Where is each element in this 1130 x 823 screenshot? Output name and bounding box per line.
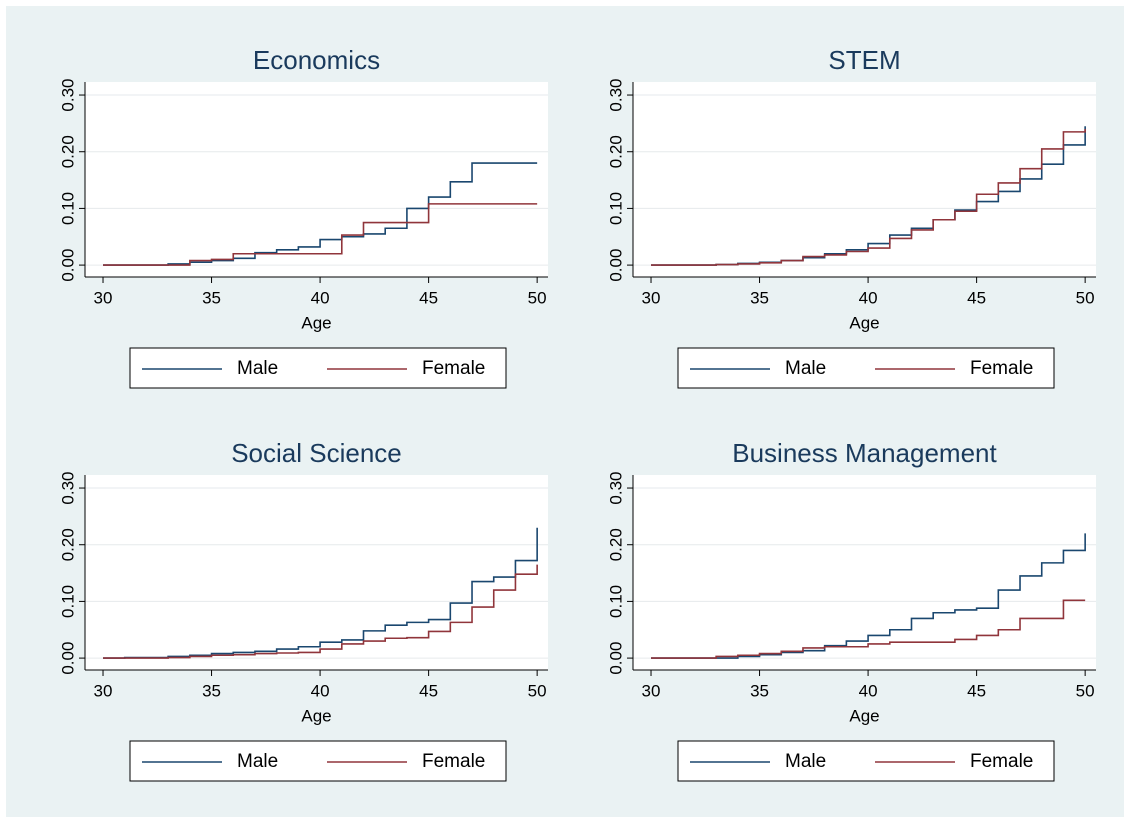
plot-area bbox=[85, 82, 548, 277]
legend-label: Male bbox=[237, 358, 278, 379]
legend-box bbox=[129, 347, 507, 389]
y-tick-label: 0.10 bbox=[606, 192, 625, 225]
y-tick-label: 0.10 bbox=[58, 585, 77, 618]
chart-title: STEM bbox=[828, 45, 900, 75]
x-tick-label: 45 bbox=[967, 288, 986, 307]
legend-label: Female bbox=[970, 358, 1033, 379]
legend-label: Male bbox=[237, 751, 278, 772]
x-axis-label: Age bbox=[849, 313, 879, 332]
series-line bbox=[651, 533, 1086, 659]
chart-title: Business Management bbox=[732, 438, 997, 468]
legend-label: Female bbox=[422, 358, 485, 379]
y-tick-label: 0.30 bbox=[606, 78, 625, 111]
x-tick-label: 40 bbox=[859, 681, 878, 700]
x-axis-label: Age bbox=[301, 706, 331, 725]
y-tick-label: 0.20 bbox=[58, 135, 77, 168]
x-tick-label: 35 bbox=[202, 681, 221, 700]
series-line bbox=[103, 203, 538, 266]
y-tick-label: 0.20 bbox=[606, 135, 625, 168]
x-tick-label: 50 bbox=[1076, 681, 1095, 700]
x-tick-label: 35 bbox=[202, 288, 221, 307]
x-tick-label: 45 bbox=[419, 681, 438, 700]
x-tick-label: 35 bbox=[750, 681, 769, 700]
y-tick-label: 0.20 bbox=[606, 528, 625, 561]
x-axis-label: Age bbox=[849, 706, 879, 725]
x-tick-label: 50 bbox=[1076, 288, 1095, 307]
series-line bbox=[651, 129, 1086, 266]
x-tick-label: 45 bbox=[967, 681, 986, 700]
series-line bbox=[103, 564, 538, 659]
legend-label: Female bbox=[422, 751, 485, 772]
x-tick-label: 40 bbox=[311, 288, 330, 307]
x-tick-label: 45 bbox=[419, 288, 438, 307]
y-tick-label: 0.10 bbox=[606, 585, 625, 618]
plot-area bbox=[633, 82, 1096, 277]
y-tick-label: 0.30 bbox=[58, 78, 77, 111]
chart-title: Social Science bbox=[231, 438, 402, 468]
plot-area bbox=[85, 475, 548, 670]
y-tick-label: 0.00 bbox=[58, 249, 77, 282]
legend-label: Female bbox=[970, 751, 1033, 772]
y-tick-label: 0.10 bbox=[58, 192, 77, 225]
chart-title: Economics bbox=[253, 45, 380, 75]
plot-area bbox=[633, 475, 1096, 670]
y-tick-label: 0.00 bbox=[606, 249, 625, 282]
y-tick-label: 0.30 bbox=[58, 471, 77, 504]
legend-box bbox=[677, 347, 1055, 389]
x-tick-label: 30 bbox=[94, 288, 113, 307]
y-tick-label: 0.00 bbox=[606, 642, 625, 675]
legend-box bbox=[677, 740, 1055, 782]
y-tick-label: 0.30 bbox=[606, 471, 625, 504]
x-tick-label: 50 bbox=[528, 288, 547, 307]
x-tick-label: 35 bbox=[750, 288, 769, 307]
x-tick-label: 50 bbox=[528, 681, 547, 700]
x-axis-label: Age bbox=[301, 313, 331, 332]
legend-box bbox=[129, 740, 507, 782]
y-tick-label: 0.00 bbox=[58, 642, 77, 675]
x-tick-label: 40 bbox=[311, 681, 330, 700]
series-line bbox=[651, 599, 1086, 659]
x-tick-label: 30 bbox=[642, 288, 661, 307]
x-tick-label: 30 bbox=[94, 681, 113, 700]
x-tick-label: 40 bbox=[859, 288, 878, 307]
y-tick-label: 0.20 bbox=[58, 528, 77, 561]
legend-label: Male bbox=[785, 358, 826, 379]
legend-label: Male bbox=[785, 751, 826, 772]
x-tick-label: 30 bbox=[642, 681, 661, 700]
